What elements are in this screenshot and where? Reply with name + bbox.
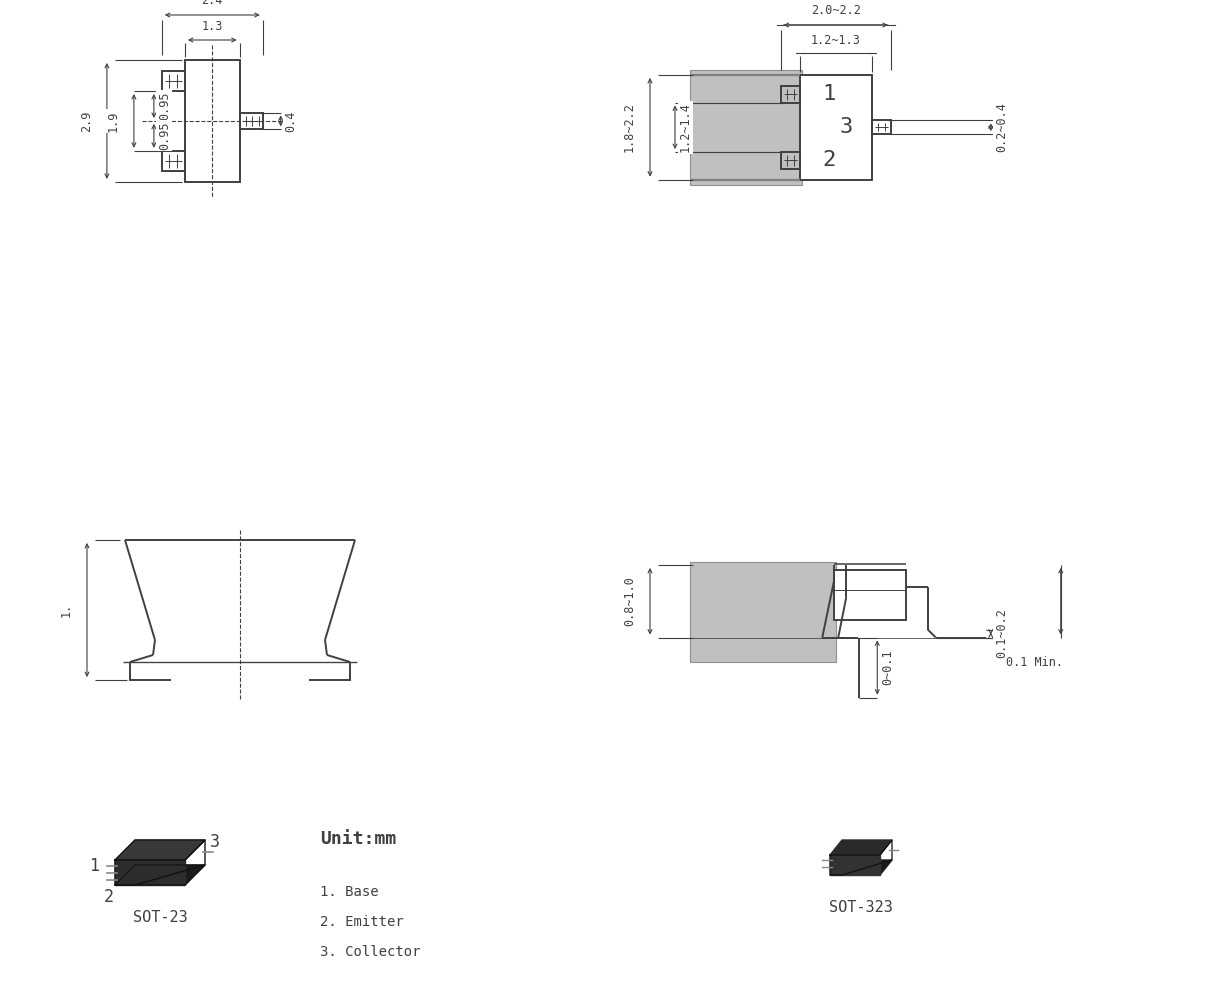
Text: 1.9: 1.9 <box>107 110 120 132</box>
Bar <box>780 86 800 103</box>
Bar <box>800 75 872 180</box>
Text: 0.1 Min.: 0.1 Min. <box>1006 656 1062 669</box>
Text: SOT-323: SOT-323 <box>829 900 893 915</box>
Bar <box>780 152 800 168</box>
Text: 0.8~1.0: 0.8~1.0 <box>623 576 636 626</box>
Bar <box>162 71 186 91</box>
Text: 1. Base: 1. Base <box>320 885 379 899</box>
Text: 1: 1 <box>89 857 99 875</box>
Text: 2.0~2.2: 2.0~2.2 <box>811 4 861 17</box>
Text: 2: 2 <box>822 150 835 170</box>
Polygon shape <box>115 865 205 885</box>
Text: 0.4: 0.4 <box>284 110 298 132</box>
Text: 0.95: 0.95 <box>158 92 171 120</box>
Bar <box>690 70 802 184</box>
Bar <box>834 570 906 619</box>
Text: 3: 3 <box>210 833 220 851</box>
Polygon shape <box>830 855 880 875</box>
Text: 1: 1 <box>822 84 835 104</box>
Bar <box>690 562 836 662</box>
Text: 1.3: 1.3 <box>201 19 223 32</box>
Text: 1.2~1.4: 1.2~1.4 <box>679 102 692 152</box>
Text: 0.1~0.2: 0.1~0.2 <box>995 609 1007 658</box>
Bar <box>186 60 239 182</box>
Text: 0.2~0.4: 0.2~0.4 <box>995 102 1007 152</box>
Polygon shape <box>830 840 893 855</box>
Text: 2.4: 2.4 <box>201 0 223 7</box>
Text: 0~0.1: 0~0.1 <box>882 650 894 685</box>
Text: 0.95: 0.95 <box>158 122 171 150</box>
Text: 2: 2 <box>104 888 114 906</box>
Bar <box>239 112 263 129</box>
Text: 2.9: 2.9 <box>79 110 93 132</box>
Bar <box>162 151 186 171</box>
Polygon shape <box>115 840 205 860</box>
Bar <box>872 120 891 134</box>
Text: 1.: 1. <box>60 603 73 617</box>
Text: 1.2~1.3: 1.2~1.3 <box>811 34 861 47</box>
Text: SOT-23: SOT-23 <box>133 910 187 925</box>
Polygon shape <box>115 860 186 885</box>
Text: 2. Emitter: 2. Emitter <box>320 915 404 929</box>
Polygon shape <box>830 860 893 875</box>
Text: Unit:mm: Unit:mm <box>320 830 396 848</box>
Text: 1.8~2.2: 1.8~2.2 <box>623 102 636 152</box>
Text: 3. Collector: 3. Collector <box>320 945 420 959</box>
Text: 3: 3 <box>840 117 853 137</box>
